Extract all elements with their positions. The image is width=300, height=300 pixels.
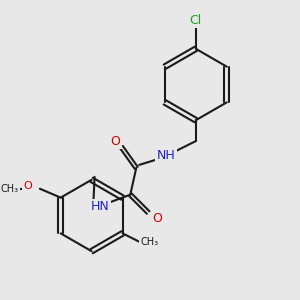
Text: NH: NH [157, 149, 175, 163]
Text: O: O [23, 181, 32, 191]
Text: HN: HN [91, 200, 110, 213]
Text: Cl: Cl [190, 14, 202, 27]
Text: O: O [110, 135, 120, 148]
Text: CH₃: CH₃ [140, 237, 158, 247]
Text: O: O [152, 212, 162, 225]
Text: CH₃: CH₃ [1, 184, 19, 194]
